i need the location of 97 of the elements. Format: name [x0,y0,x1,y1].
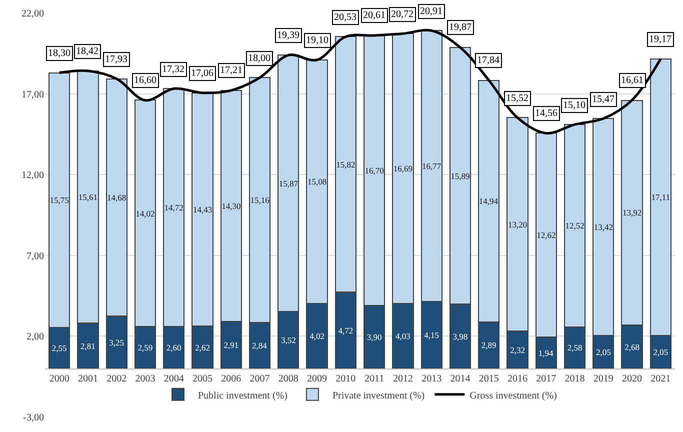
data-label: 14,72 [164,202,184,213]
data-label: 2,91 [224,340,239,350]
data-label: 14,56 [535,108,558,119]
x-tick-label: 2006 [221,374,242,385]
data-label: 14,68 [107,192,126,202]
data-label: 18,42 [76,46,98,57]
data-label: 18,30 [48,48,70,59]
x-tick-label: 2014 [450,374,470,385]
data-label: 13,92 [622,208,642,218]
data-label: 20,72 [391,9,414,20]
x-tick-label: 2016 [508,374,528,385]
data-label: 14,94 [478,196,499,206]
data-label: 2,60 [166,342,182,353]
data-label: 2,05 [596,346,611,357]
data-label: 14,43 [192,204,212,215]
data-label: 2,81 [80,340,96,351]
data-label: 15,08 [307,176,327,187]
x-tick-label: 2008 [278,374,298,385]
data-label: 3,25 [109,337,124,348]
data-label: 13,42 [594,222,613,232]
y-tick-label: -3,00 [23,412,44,424]
data-label: 3,90 [366,332,382,342]
y-tick-label: 22,00 [22,8,44,20]
x-tick-label: 2013 [422,374,442,385]
data-label: 13,20 [508,219,528,230]
x-tick-label: 2002 [106,374,127,385]
x-tick-label: 2020 [622,374,642,385]
data-label: 17,84 [477,55,500,66]
data-label: 17,32 [162,64,184,75]
x-tick-label: 2007 [250,374,270,385]
data-label: 14,30 [222,200,241,211]
x-tick-label: 2000 [49,374,70,385]
y-tick-label: 7,00 [26,250,44,262]
data-label: 15,47 [592,94,614,105]
data-label: 2,05 [653,346,668,357]
x-tick-label: 2011 [364,374,384,385]
data-label: 17,21 [220,65,242,76]
data-label: 4,03 [396,330,410,341]
legend-label: Private investment (%) [332,390,425,402]
x-tick-label: 2004 [164,374,184,385]
data-label: 2,62 [195,342,210,352]
x-tick-label: 2018 [564,374,585,385]
data-label: 12,62 [536,230,556,240]
data-label: 16,77 [422,160,442,171]
data-label: 2,68 [624,342,640,352]
data-label: 20,61 [363,10,386,21]
data-label: 18,00 [248,53,270,64]
data-label: 3,98 [452,331,468,342]
data-label: 2,58 [567,342,582,353]
data-label: 19,17 [649,34,672,45]
data-label: 15,87 [278,178,298,188]
data-label: 4,72 [338,325,354,336]
data-label: 15,61 [78,192,98,202]
x-tick-label: 2001 [78,374,98,385]
data-label: 17,93 [105,54,128,65]
data-label: 2,32 [510,344,525,355]
data-label: 16,70 [364,166,384,176]
data-label: 16,60 [134,75,156,86]
data-label: 19,39 [277,30,300,41]
x-tick-label: 2021 [650,374,671,385]
data-label: 14,02 [136,208,155,218]
y-tick-label: 17,00 [22,89,44,100]
x-tick-label: 2003 [135,374,156,385]
data-label: 15,10 [563,100,586,111]
data-label: 15,52 [506,93,528,104]
data-label: 2,84 [252,340,268,351]
data-label: 2,59 [138,342,153,353]
y-tick-label: 2,00 [26,332,44,343]
data-label: 20,53 [334,12,356,23]
x-tick-label: 2015 [478,374,499,385]
x-tick-label: 2019 [593,374,614,385]
data-label: 12,52 [565,220,584,231]
legend-label: Gross investment (%) [470,390,557,402]
x-tick-label: 2010 [336,374,356,385]
x-tick-label: 2005 [192,374,212,385]
data-label: 16,61 [621,75,644,86]
data-label: 1,94 [538,348,554,358]
y-tick-label: 12,00 [22,170,44,182]
data-label: 15,16 [250,195,270,206]
x-tick-label: 2017 [536,374,556,385]
data-label: 15,75 [50,195,69,206]
data-label: 16,69 [393,164,413,174]
data-label: 4,02 [310,331,324,342]
data-label: 2,55 [52,342,67,353]
data-label: 17,06 [191,68,214,79]
x-tick-label: 2009 [307,374,328,385]
data-label: 2,89 [481,340,496,350]
data-label: 20,91 [420,6,442,17]
data-label: 19,10 [306,35,328,46]
data-label: 4,15 [424,330,440,340]
data-label: 17,11 [651,192,670,202]
data-label: 19,87 [449,22,472,33]
data-label: 15,82 [336,159,356,170]
data-label: 3,52 [280,335,296,346]
data-label: 15,89 [450,170,470,181]
legend-label: Public investment (%) [198,390,288,402]
x-tick-label: 2012 [392,374,413,385]
